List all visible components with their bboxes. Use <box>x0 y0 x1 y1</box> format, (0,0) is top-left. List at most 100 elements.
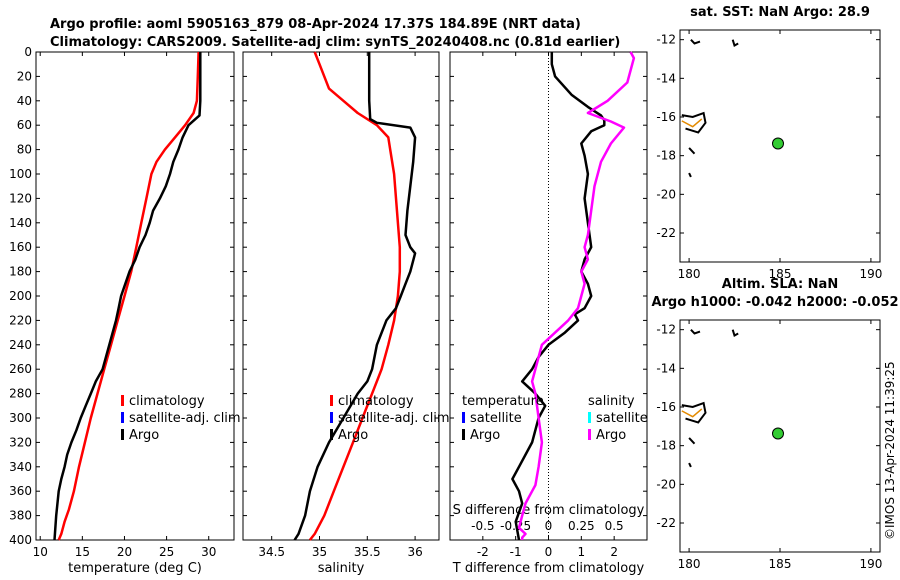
difference-s-tick-label: 0.5 <box>605 519 624 533</box>
temperature-legend-swatch <box>121 429 124 440</box>
salinity-legend-label: climatology <box>338 394 414 409</box>
temperature-legend-swatch <box>121 395 124 406</box>
sst-map-xtick-label: 180 <box>678 267 701 281</box>
difference-legend-swatch <box>462 429 465 440</box>
temperature-ytick-label: 20 <box>17 69 32 83</box>
difference-xtick-label: 1 <box>578 545 586 559</box>
sst-map-ytick-label: -16 <box>656 110 676 124</box>
temperature-xtick-label: 10 <box>33 545 48 559</box>
salinity-legend-swatch <box>330 412 333 423</box>
temperature-ytick-label: 300 <box>9 411 32 425</box>
title-line-1: Argo profile: aoml 5905163_879 08-Apr-20… <box>50 17 581 32</box>
salinity-legend-swatch <box>330 429 333 440</box>
salinity-legend-swatch <box>330 395 333 406</box>
title-line-2: Climatology: CARS2009. Satellite-adj cli… <box>50 35 620 50</box>
temperature-ytick-label: 280 <box>9 387 32 401</box>
temperature-xtick-label: 15 <box>75 545 90 559</box>
sla-map-coastline <box>681 401 707 424</box>
salinity-legend-label: satellite-adj. clim <box>338 411 450 426</box>
difference-series-t-difference--argo- <box>511 52 606 541</box>
sst-map-panel: 180 185 190 -12 -14 -16 -18 -20 -22 sat. SST: NaN… <box>656 5 882 281</box>
temperature-ytick-label: 100 <box>9 167 32 181</box>
sst-map-coastline <box>731 39 739 47</box>
difference-s-tick-label: 0 <box>545 519 553 533</box>
salinity-xtick-label: 36 <box>407 545 422 559</box>
temperature-legend-label: Argo <box>129 428 159 443</box>
salinity-panel: 34.5 35 35.5 36 salinity climatology satellite… <box>242 51 450 576</box>
temperature-ytick-label: 60 <box>17 118 32 132</box>
difference-legend-label: temperature <box>462 394 544 409</box>
difference-legend-swatch <box>588 412 591 423</box>
timestamp-label: ©IMOS 13-Apr-2024 11:39:25 <box>883 361 897 540</box>
sla-map-ytick-label: -22 <box>656 516 676 530</box>
sla-map-coastline-shade <box>681 408 703 418</box>
difference-xlabel: T difference from climatology <box>452 561 645 576</box>
sla-map-xtick-label: 185 <box>769 557 792 571</box>
temperature-ytick-label: 320 <box>9 435 32 449</box>
temperature-xtick-label: 20 <box>117 545 132 559</box>
temperature-ytick-label: 260 <box>9 362 32 376</box>
salinity-xtick-label: 35 <box>312 545 327 559</box>
difference-legend-swatch <box>462 412 465 423</box>
temperature-ytick-label: 200 <box>9 289 32 303</box>
sla-map-ytick-label: -20 <box>656 477 676 491</box>
temperature-panel: 10 15 20 25 30020406080100120140160180200220… <box>9 45 241 576</box>
salinity-xlabel: salinity <box>318 561 365 576</box>
salinity-axes-frame <box>242 51 440 541</box>
difference-s-tick-label: 0.25 <box>568 519 595 533</box>
temperature-legend-label: climatology <box>129 394 205 409</box>
panels: 10 15 20 25 30020406080100120140160180200220… <box>9 5 898 576</box>
temperature-ytick-label: 220 <box>9 313 32 327</box>
sst-map-coastline-shade <box>681 118 703 128</box>
difference-legend-label: satellite <box>596 411 648 426</box>
sla-map-title: Argo h1000: -0.042 h2000: -0.052 <box>651 295 898 310</box>
difference-series-s-difference--argo- <box>517 51 636 540</box>
sla-map-xtick-label: 190 <box>859 557 882 571</box>
temperature-series-argo <box>53 52 202 541</box>
sla-map-coastline <box>690 329 701 335</box>
temperature-series-climatology <box>57 51 200 541</box>
temperature-legend-label: satellite-adj. clim <box>129 411 241 426</box>
sla-map-argo-location-marker <box>772 427 784 440</box>
sst-map-ytick-label: -14 <box>656 71 676 85</box>
salinity-series-argo <box>293 52 417 541</box>
difference-xtick-label: -2 <box>477 545 489 559</box>
difference-legend-label: salinity <box>588 394 635 409</box>
temperature-xtick-label: 25 <box>159 545 174 559</box>
temperature-ytick-label: 400 <box>9 533 32 547</box>
difference-xtick-label: 2 <box>610 545 618 559</box>
sla-map-coastline <box>731 329 739 337</box>
difference-xtick-label: 0 <box>545 545 553 559</box>
sla-map-panel: 180 185 190 -12 -14 -16 -18 -20 -22 Altim. SLA: N… <box>651 277 898 571</box>
sst-map-coastline <box>681 111 707 134</box>
temperature-ytick-label: 380 <box>9 509 32 523</box>
sla-map-xtick-label: 180 <box>678 557 701 571</box>
difference-legend-label: satellite <box>470 411 522 426</box>
temperature-xtick-label: 30 <box>201 545 216 559</box>
temperature-ytick-label: 140 <box>9 216 32 230</box>
sst-map-coastline <box>688 147 696 155</box>
temperature-ytick-label: 180 <box>9 265 32 279</box>
salinity-xtick-label: 34.5 <box>258 545 285 559</box>
sst-map-xtick-label: 185 <box>769 267 792 281</box>
salinity-legend-label: Argo <box>338 428 368 443</box>
sst-map-coastline <box>690 39 701 45</box>
sst-map-xtick-label: 190 <box>859 267 882 281</box>
temperature-ytick-label: 160 <box>9 240 32 254</box>
difference-legend-label: Argo <box>596 428 626 443</box>
sla-map-title: Altim. SLA: NaN <box>722 277 838 292</box>
difference-s-tick-label: -0.5 <box>471 519 494 533</box>
temperature-ytick-label: 360 <box>9 484 32 498</box>
temperature-ytick-label: 0 <box>24 45 32 59</box>
temperature-xlabel: temperature (deg C) <box>68 561 202 576</box>
sla-map-coastline <box>688 462 692 468</box>
difference-s-label: S difference from climatology <box>453 503 645 518</box>
sst-map-ytick-label: -18 <box>656 149 676 163</box>
temperature-legend-swatch <box>121 412 124 423</box>
sla-map-ytick-label: -12 <box>656 323 676 337</box>
sla-map-coastline <box>688 437 696 445</box>
temperature-ytick-label: 40 <box>17 94 32 108</box>
sst-map-title: sat. SST: NaN Argo: 28.9 <box>690 5 870 20</box>
salinity-series-climatology <box>308 51 402 541</box>
sst-map-argo-location-marker <box>772 137 784 150</box>
